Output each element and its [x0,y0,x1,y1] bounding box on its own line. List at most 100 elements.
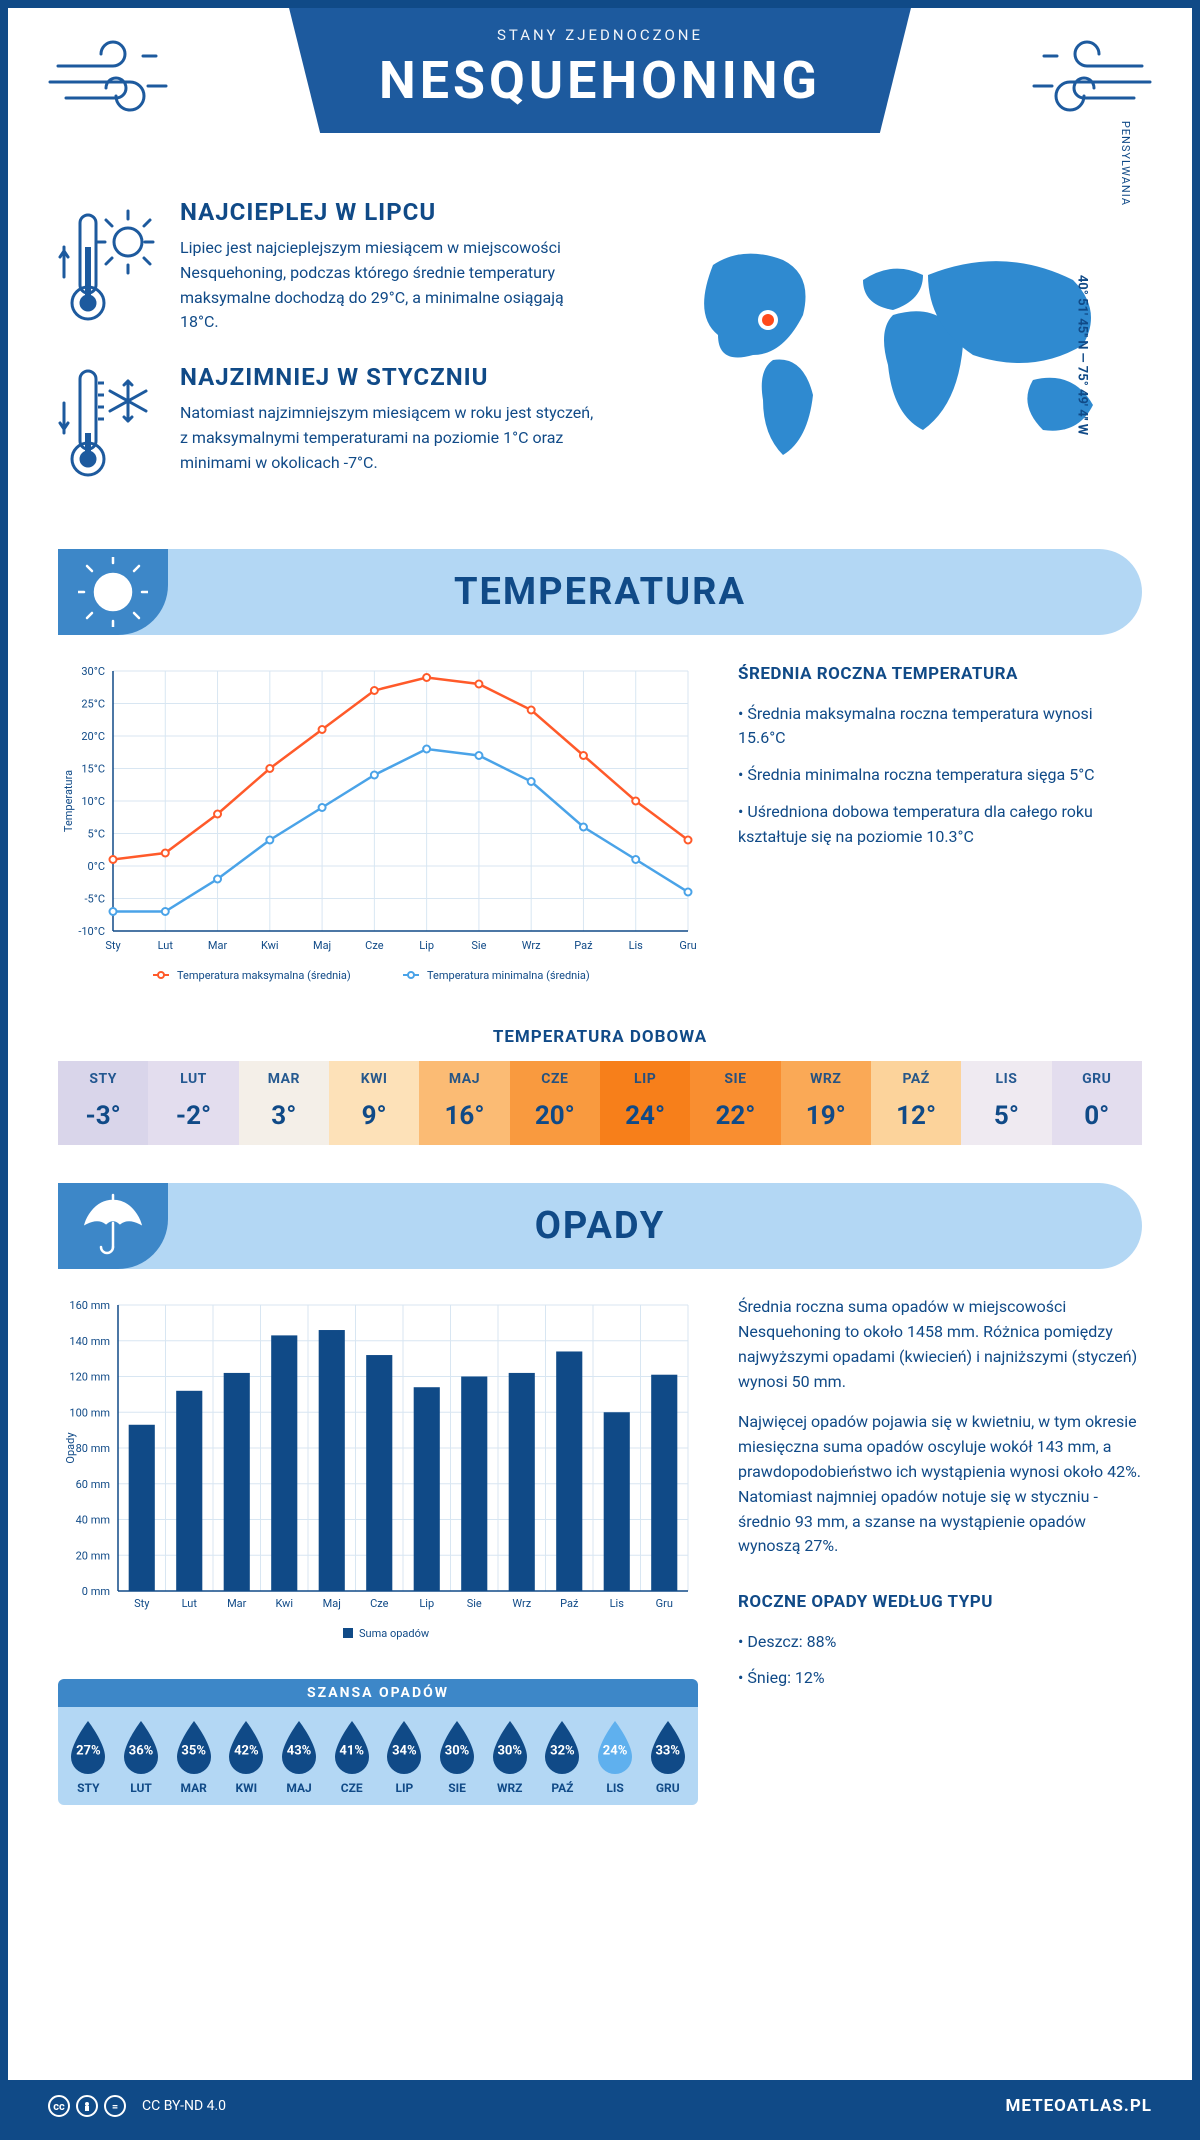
precip-prob-cell: 30%SIE [431,1719,484,1795]
fact-title: NAJCIEPLEJ W LIPCU [180,198,605,226]
thermometer-cold-icon [58,363,158,483]
svg-text:Mar: Mar [208,939,228,952]
precip-prob-cell: 24%LIS [589,1719,642,1795]
precip-section: OPADY 0 mm 20 mm 40 mm 60 mm 80 mm 100 mm 120 … [58,1183,1142,1805]
svg-text:Wrz: Wrz [522,939,541,952]
temp-bullet: • Średnia maksymalna roczna temperatura … [738,702,1142,752]
svg-text:Sie: Sie [471,939,486,952]
svg-text:60 mm: 60 mm [76,1478,110,1491]
daily-temp-title: TEMPERATURA DOBOWA [58,1027,1142,1047]
intro-row: NAJCIEPLEJ W LIPCU Lipiec jest najcieple… [8,188,1192,541]
svg-text:Maj: Maj [313,939,331,952]
svg-text:140 mm: 140 mm [69,1335,110,1348]
daily-temp-cell: STY-3° [58,1061,148,1145]
world-map: PENSYLWANIA 40° 51' 45'' N — 75° 49' 4''… [645,198,1142,511]
precip-type-title: ROCZNE OPADY WEDŁUG TYPU [738,1589,1142,1615]
license-text: CC BY-ND 4.0 [142,2098,226,2114]
nd-icon: = [104,2095,126,2117]
daily-temp-cell: PAŹ12° [871,1061,961,1145]
precip-prob-cell: 30%WRZ [483,1719,536,1795]
svg-text:Sty: Sty [134,1597,150,1610]
footer: cc = CC BY-ND 4.0 METEOATLAS.PL [8,2080,1192,2132]
svg-text:Lis: Lis [629,939,644,952]
svg-text:Lut: Lut [182,1597,198,1610]
svg-text:Wrz: Wrz [512,1597,531,1610]
svg-text:Cze: Cze [365,939,384,952]
precip-summary-1: Średnia roczna suma opadów w miejscowośc… [738,1295,1142,1394]
svg-text:Temperatura minimalna (średnia: Temperatura minimalna (średnia) [427,969,590,982]
precip-prob-cell: 34%LIP [378,1719,431,1795]
fact-body: Lipiec jest najcieplejszym miesiącem w m… [180,236,605,335]
svg-text:Kwi: Kwi [261,939,279,952]
svg-text:20°C: 20°C [81,730,105,743]
site-name: METEOATLAS.PL [1005,2096,1152,2116]
daily-temp-cell: GRU0° [1052,1061,1142,1145]
header: NESQUEHONING STANY ZJEDNOCZONE [8,8,1192,188]
daily-temp-cell: WRZ19° [781,1061,871,1145]
temperature-line-chart: -10°C-5°C0°C5°C10°C15°C20°C25°C30°CStyLu… [58,661,698,1001]
precip-type-item: • Śnieg: 12% [738,1666,1142,1691]
sun-icon [58,549,168,635]
svg-text:-10°C: -10°C [78,925,105,938]
fact-title: NAJZIMNIEJ W STYCZNIU [180,363,605,391]
svg-text:80 mm: 80 mm [76,1442,110,1455]
svg-text:0°C: 0°C [88,860,105,873]
svg-text:Temperatura: Temperatura [62,770,75,832]
svg-text:25°C: 25°C [81,698,105,711]
precip-prob-cell: 36%LUT [115,1719,168,1795]
svg-text:Suma opadów: Suma opadów [359,1627,430,1640]
svg-text:160 mm: 160 mm [69,1299,110,1312]
title-banner: NESQUEHONING STANY ZJEDNOCZONE [289,8,911,133]
svg-text:Mar: Mar [227,1597,247,1610]
svg-text:Cze: Cze [370,1597,389,1610]
fact-warmest: NAJCIEPLEJ W LIPCU Lipiec jest najcieple… [58,198,605,335]
svg-text:Lis: Lis [610,1597,625,1610]
precip-prob-cell: 33%GRU [641,1719,694,1795]
svg-text:Temperatura maksymalna (średni: Temperatura maksymalna (średnia) [177,969,351,982]
daily-temp-grid: STY-3°LUT-2°MAR3°KWI9°MAJ16°CZE20°LIP24°… [58,1061,1142,1145]
svg-text:Maj: Maj [323,1597,341,1610]
precip-prob-cell: 42%KWI [220,1719,273,1795]
svg-text:5°C: 5°C [88,828,105,841]
precip-probability-panel: SZANSA OPADÓW 27%STY36%LUT35%MAR42%KWI43… [58,1679,698,1805]
precip-prob-cell: 43%MAJ [273,1719,326,1795]
precip-prob-cell: 32%PAŹ [536,1719,589,1795]
svg-text:40 mm: 40 mm [76,1514,110,1527]
precip-bar-chart: 0 mm 20 mm 40 mm 60 mm 80 mm 100 mm 120 mm 140 … [58,1295,698,1655]
svg-text:100 mm: 100 mm [69,1406,110,1419]
precip-prob-title: SZANSA OPADÓW [58,1679,698,1707]
section-title: OPADY [168,1204,1142,1248]
precip-prob-cell: 41%CZE [325,1719,378,1795]
section-title: TEMPERATURA [168,570,1142,614]
svg-text:Lip: Lip [419,939,434,952]
daily-temp-cell: LIS5° [961,1061,1051,1145]
svg-text:-5°C: -5°C [85,893,106,906]
license-badge: cc = CC BY-ND 4.0 [48,2095,226,2117]
svg-text:Paź: Paź [574,939,593,952]
map-coords: 40° 51' 45'' N — 75° 49' 4'' W [1074,274,1089,434]
svg-text:Kwi: Kwi [275,1597,293,1610]
daily-temp-cell: MAJ16° [419,1061,509,1145]
temp-bullet: • Średnia minimalna roczna temperatura s… [738,763,1142,788]
svg-text:Opady: Opady [64,1432,77,1464]
svg-text:Lut: Lut [158,939,174,952]
svg-text:20 mm: 20 mm [76,1549,110,1562]
precip-summary-2: Najwięcej opadów pojawia się w kwietniu,… [738,1410,1142,1559]
precip-type-item: • Deszcz: 88% [738,1630,1142,1655]
svg-text:30°C: 30°C [81,665,105,678]
fact-body: Natomiast najzimniejszym miesiącem w rok… [180,401,605,475]
umbrella-icon [58,1183,168,1269]
cc-icon: cc [48,2095,70,2117]
svg-text:Sie: Sie [467,1597,482,1610]
daily-temp-cell: LUT-2° [148,1061,238,1145]
temp-bullet: • Uśredniona dobowa temperatura dla całe… [738,800,1142,850]
svg-text:Gru: Gru [679,939,696,952]
daily-temp-cell: LIP24° [600,1061,690,1145]
daily-temp-cell: SIE22° [690,1061,780,1145]
fact-coldest: NAJZIMNIEJ W STYCZNIU Natomiast najzimni… [58,363,605,483]
svg-text:0 mm: 0 mm [82,1585,110,1598]
wind-icon [48,36,188,130]
precip-prob-cell: 35%MAR [167,1719,220,1795]
daily-temp-cell: CZE20° [510,1061,600,1145]
svg-text:120 mm: 120 mm [69,1371,110,1384]
